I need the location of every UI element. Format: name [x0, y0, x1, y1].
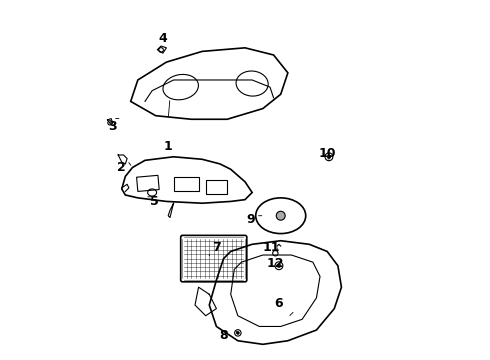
Bar: [206, 180, 227, 194]
Text: 10: 10: [318, 147, 336, 160]
Ellipse shape: [276, 211, 285, 220]
Text: 9: 9: [246, 213, 255, 226]
Text: 6: 6: [274, 297, 283, 310]
Text: 11: 11: [263, 241, 281, 255]
Text: 3: 3: [108, 120, 117, 133]
Text: 8: 8: [219, 329, 228, 342]
Bar: [173, 177, 198, 192]
Bar: [137, 175, 159, 192]
Text: 1: 1: [164, 140, 172, 153]
Ellipse shape: [237, 332, 239, 334]
Ellipse shape: [277, 264, 281, 267]
Text: 2: 2: [118, 161, 126, 174]
Ellipse shape: [327, 155, 331, 158]
Text: 4: 4: [158, 32, 167, 45]
Text: 12: 12: [267, 257, 284, 270]
Text: 5: 5: [149, 195, 158, 208]
Text: 7: 7: [212, 241, 221, 255]
